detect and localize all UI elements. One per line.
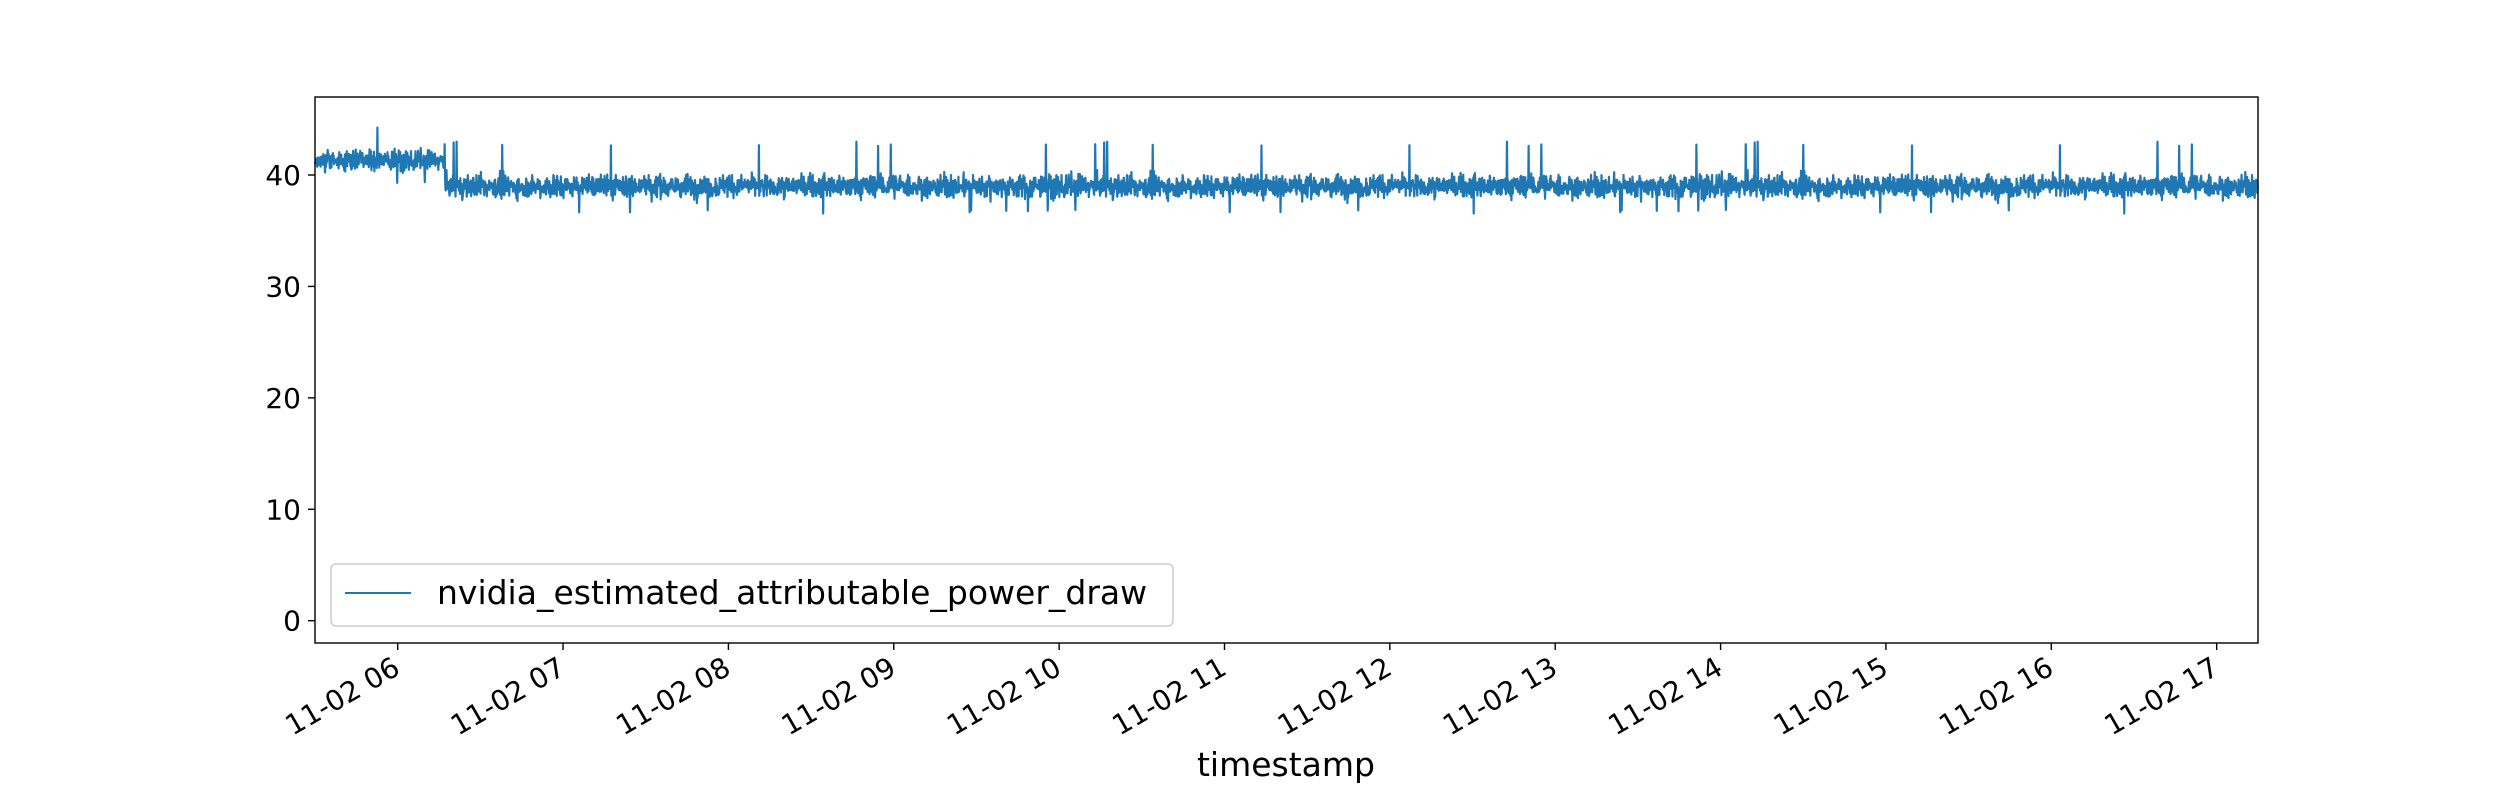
legend: nvidia_estimated_attributable_power_draw: [330, 563, 1174, 627]
y-tick-label: 30: [265, 270, 301, 303]
series-line-power-draw: [313, 126, 2260, 215]
legend-label: nvidia_estimated_attributable_power_draw: [437, 573, 1147, 612]
y-tick-label: 40: [265, 159, 301, 192]
x-axis-title: timestamp: [1197, 745, 1375, 784]
series-layer: [313, 126, 2260, 215]
y-tick-label: 10: [265, 493, 301, 526]
y-tick-label: 0: [283, 605, 301, 638]
legend-box: [330, 563, 1174, 627]
y-axis: 0 10 20 30 40: [265, 159, 315, 638]
plot-frame: [314, 96, 2259, 644]
y-tick-label: 20: [265, 382, 301, 415]
